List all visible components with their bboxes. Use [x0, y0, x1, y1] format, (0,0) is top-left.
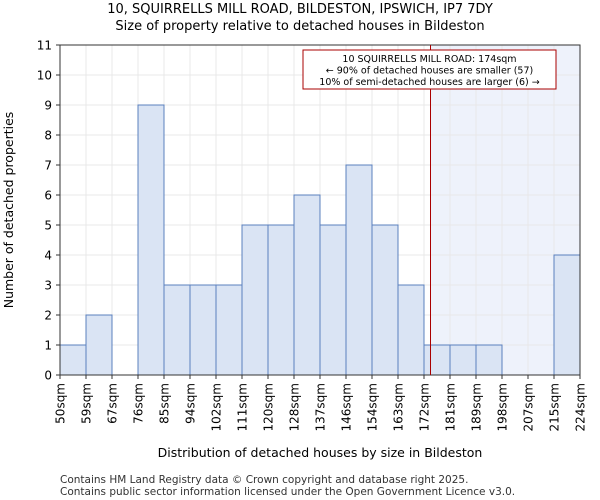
bars: [59, 104, 581, 376]
x-tick-label: 128sqm: [288, 383, 302, 431]
bar-189sqm: [475, 344, 503, 376]
bar-76sqm: [137, 104, 165, 376]
x-tick-label: 189sqm: [470, 383, 484, 431]
y-tick-label: 2: [44, 309, 52, 323]
footer-line-2: Contains public sector information licen…: [60, 486, 516, 498]
y-tick-label: 3: [44, 279, 52, 293]
x-tick-label: 94sqm: [184, 383, 198, 424]
x-tick-label: 146sqm: [340, 383, 354, 431]
annotation-line-1: 10 SQUIRRELLS MILL ROAD: 174sqm: [342, 54, 516, 65]
x-tick-label: 207sqm: [522, 383, 536, 431]
bar-137sqm: [319, 224, 347, 376]
bar-172sqm: [423, 344, 451, 376]
y-tick-label: 7: [44, 159, 52, 173]
y-tick-label: 4: [44, 249, 52, 263]
x-axis-ticks: 50sqm 59sqm 67sqm 76sqm 85sqm 94sqm 102sqm 111s…: [54, 375, 588, 431]
footer-line-1: Contains HM Land Registry data © Crown c…: [60, 474, 469, 486]
x-tick-label: 137sqm: [314, 383, 328, 431]
x-tick-label: 198sqm: [496, 383, 510, 431]
bar-111sqm: [241, 224, 269, 376]
bar-181sqm: [449, 344, 477, 376]
y-tick-label: 1: [44, 339, 52, 353]
x-tick-label: 59sqm: [80, 383, 94, 424]
x-tick-label: 224sqm: [574, 383, 588, 431]
y-tick-label: 10: [37, 69, 52, 83]
bar-85sqm: [163, 284, 191, 376]
bar-154sqm: [371, 224, 399, 376]
annotation-box: 10 SQUIRRELLS MILL ROAD: 174sqm← 90% of …: [302, 49, 557, 90]
bar-102sqm: [215, 284, 243, 376]
bar-128sqm: [293, 194, 321, 376]
y-tick-label: 5: [44, 219, 52, 233]
annotation-line-3: 10% of semi-detached houses are larger (…: [319, 77, 539, 88]
bar-146sqm: [345, 164, 373, 376]
y-tick-label: 11: [37, 39, 52, 53]
x-tick-label: 215sqm: [548, 383, 562, 431]
x-tick-label: 163sqm: [392, 383, 406, 431]
x-tick-label: 50sqm: [54, 383, 68, 424]
chart-title: 10, SQUIRRELLS MILL ROAD, BILDESTON, IPS…: [107, 2, 493, 17]
y-axis-ticks: 0 1 2 3 4 5 6 7 8 9 10 11: [37, 39, 60, 383]
bar-163sqm: [397, 284, 425, 376]
bar-94sqm: [189, 284, 217, 376]
x-tick-label: 102sqm: [210, 383, 224, 431]
y-tick-label: 0: [44, 369, 52, 383]
y-tick-label: 9: [44, 99, 52, 113]
bar-59sqm: [85, 314, 113, 376]
chart-subtitle: Size of property relative to detached ho…: [115, 19, 485, 34]
bar-120sqm: [267, 224, 295, 376]
y-tick-label: 8: [44, 129, 52, 143]
annotation-frame: [302, 49, 557, 90]
annotation-line-2: ← 90% of detached houses are smaller (57…: [326, 66, 533, 77]
bar-215sqm: [553, 254, 581, 376]
bar-50sqm: [59, 344, 87, 376]
y-axis-label: Number of detached properties: [1, 112, 16, 309]
y-tick-label: 6: [44, 189, 52, 203]
x-tick-label: 154sqm: [366, 383, 380, 431]
x-tick-label: 120sqm: [262, 383, 276, 431]
x-tick-label: 67sqm: [106, 383, 120, 424]
x-tick-label: 76sqm: [132, 383, 146, 424]
x-tick-label: 111sqm: [236, 383, 250, 431]
x-tick-label: 181sqm: [444, 383, 458, 431]
x-tick-label: 85sqm: [158, 383, 172, 424]
x-axis-label: Distribution of detached houses by size …: [158, 445, 483, 460]
x-tick-label: 172sqm: [418, 383, 432, 431]
